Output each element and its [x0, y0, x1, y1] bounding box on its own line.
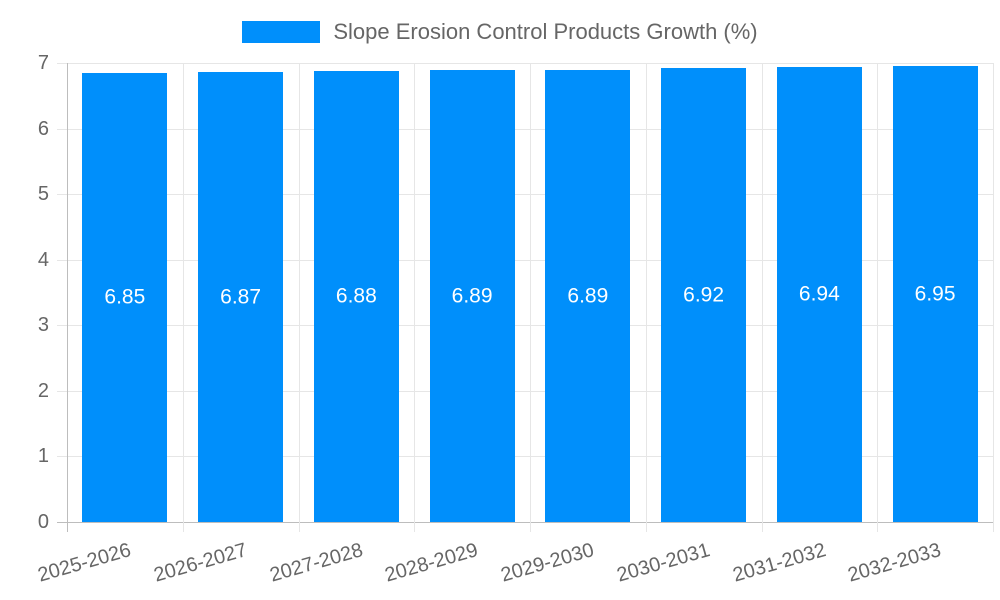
y-gridline: [57, 456, 993, 458]
x-axis-tick-label: 2025-2026: [35, 539, 134, 587]
x-gridline: [645, 63, 647, 532]
y-axis-line: [67, 63, 68, 532]
legend-label: Slope Erosion Control Products Growth (%…: [333, 19, 758, 44]
y-gridline: [57, 259, 993, 261]
y-axis-tick-label: 4: [37, 248, 49, 271]
x-axis-tick-label: 2026-2027: [151, 539, 250, 587]
y-gridline: [57, 390, 993, 392]
bar[interactable]: [429, 70, 515, 522]
y-axis-tick-label: 2: [37, 379, 49, 402]
x-axis-tick-label: 2030-2031: [614, 539, 713, 587]
x-gridline: [414, 63, 416, 532]
y-gridline: [57, 63, 993, 64]
y-gridline: [57, 325, 993, 327]
x-axis-tick-label: 2029-2030: [498, 539, 597, 587]
bar[interactable]: [892, 66, 978, 522]
x-gridline: [530, 63, 531, 532]
x-axis-tick-label: 2027-2028: [267, 539, 366, 587]
y-axis-tick-label: 5: [37, 183, 49, 206]
y-axis-tick-label: 1: [37, 445, 49, 468]
y-gridline: [57, 522, 993, 523]
bar[interactable]: [313, 70, 399, 522]
x-axis-tick-label: 2028-2029: [382, 539, 481, 587]
x-gridline: [182, 63, 184, 532]
bar[interactable]: [198, 71, 284, 522]
x-gridline: [993, 63, 994, 532]
y-axis-tick-label: 6: [37, 117, 49, 140]
y-gridline: [57, 194, 993, 196]
legend-swatch: [242, 21, 321, 43]
bar[interactable]: [776, 66, 862, 522]
x-axis-tick-label: 2031-2032: [730, 539, 829, 587]
x-gridline: [298, 63, 300, 532]
y-gridline: [57, 128, 993, 130]
y-axis-tick-label: 7: [37, 52, 49, 74]
x-gridline: [877, 63, 879, 532]
x-axis-tick-label: 2032-2033: [845, 539, 944, 587]
plot-area: 0 1 2 3 4 5 6 7 6.85 2025-2026 6.87 2026-2027 6.88 20…: [36, 53, 994, 587]
bar[interactable]: [661, 68, 747, 522]
bar[interactable]: [82, 72, 168, 522]
legend-item[interactable]: Slope Erosion Control Products Growth (%…: [0, 19, 1000, 45]
x-gridline: [761, 63, 763, 532]
bar[interactable]: [545, 70, 631, 522]
y-axis-tick-label: 3: [37, 314, 49, 337]
y-axis-tick-label: 0: [37, 511, 49, 533]
